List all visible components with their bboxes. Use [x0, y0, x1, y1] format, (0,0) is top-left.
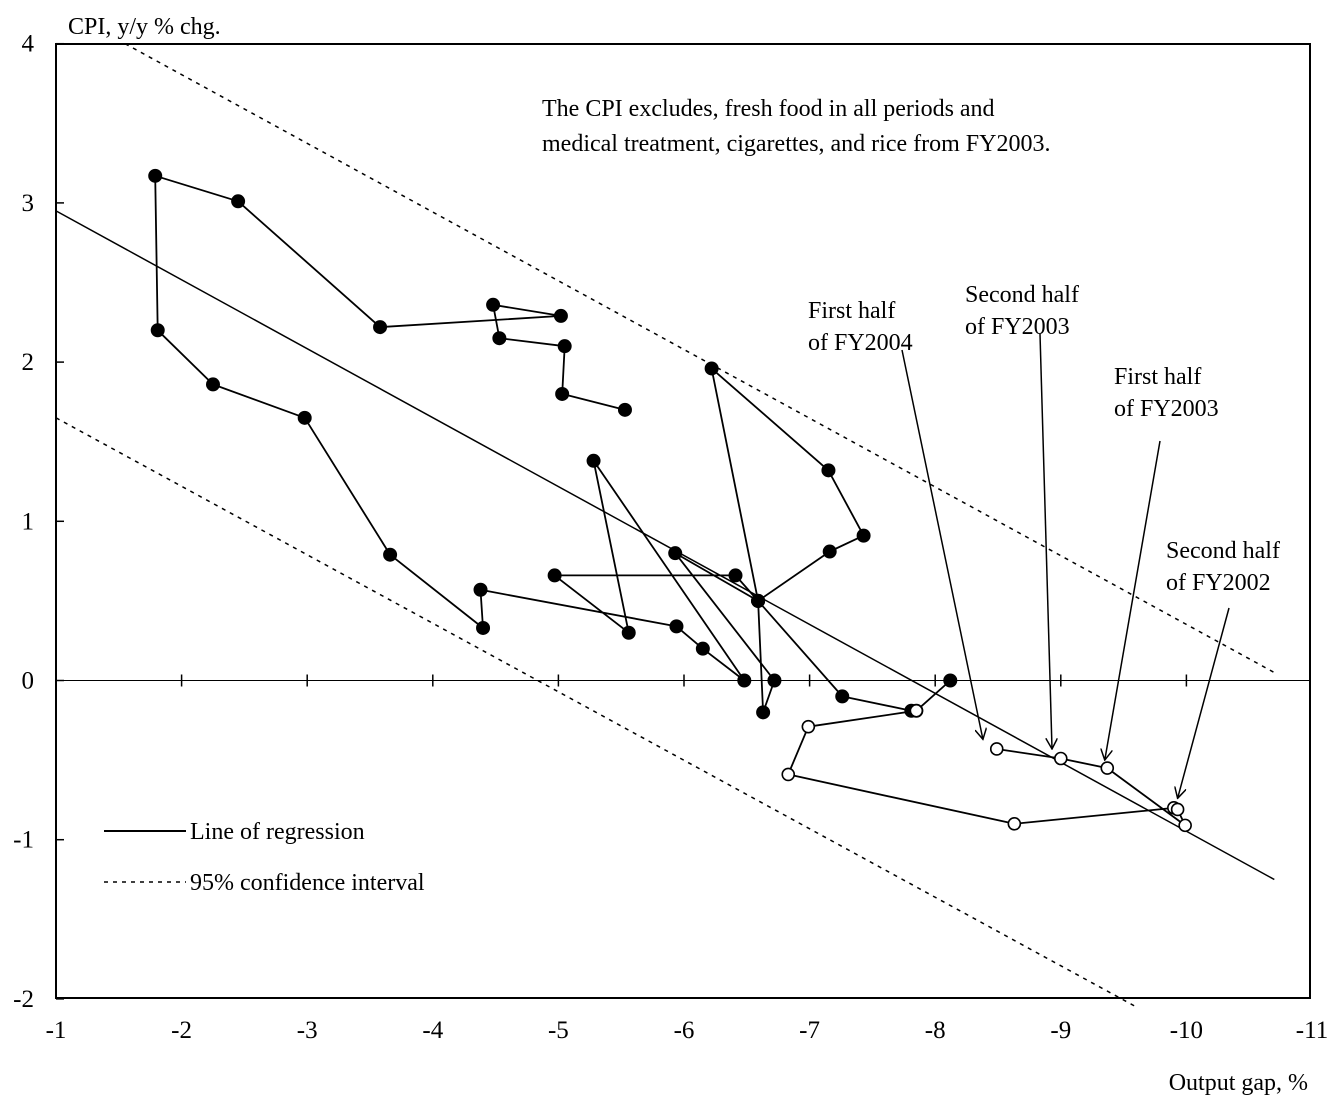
annotation-arrow: [1178, 607, 1230, 798]
data-point-filled: [206, 377, 220, 392]
y-tick-label: 3: [22, 190, 35, 217]
data-point-open: [1100, 761, 1115, 775]
confidence-lower-line: [55, 417, 1137, 1008]
x-tick-label: -9: [1050, 1017, 1071, 1044]
x-tick-label: -11: [1296, 1017, 1328, 1044]
y-axis-title: CPI, y/y % chg.: [68, 14, 221, 40]
data-point-filled: [822, 544, 837, 559]
data-point-filled: [621, 625, 636, 640]
x-tick-label: -6: [674, 1017, 695, 1044]
data-point-filled: [547, 568, 562, 583]
annotation-label: Second half: [965, 282, 1079, 308]
data-point-filled: [704, 361, 719, 376]
annotation-label: of FY2003: [1114, 396, 1219, 422]
data-point-open: [801, 719, 816, 734]
data-point-filled: [668, 546, 683, 561]
data-point-filled: [728, 568, 743, 583]
x-tick-label: -4: [422, 1017, 443, 1044]
x-tick-label: -5: [548, 1017, 569, 1044]
x-axis-title: Output gap, %: [1169, 1070, 1308, 1096]
data-point-open: [909, 703, 924, 718]
y-tick-label: -2: [13, 986, 34, 1013]
data-point-filled: [148, 168, 163, 183]
data-point-filled: [586, 453, 601, 468]
note-line: The CPI excludes, fresh food in all peri…: [542, 96, 995, 122]
data-point-filled: [150, 323, 165, 338]
data-point-filled: [695, 641, 710, 656]
data-point-filled: [553, 308, 568, 323]
data-point-open: [1054, 751, 1068, 766]
confidence-upper-line: [124, 43, 1275, 674]
data-point-filled: [373, 320, 388, 335]
data-point-filled: [617, 402, 632, 417]
data-point-filled: [492, 331, 507, 346]
annotation-label: Second half: [1166, 538, 1280, 564]
data-point-filled: [557, 339, 572, 354]
note-line: medical treatment, cigarettes, and rice …: [542, 131, 1050, 157]
data-point-open: [1170, 802, 1185, 817]
data-point-filled: [383, 547, 398, 562]
data-point-filled: [767, 673, 782, 688]
y-tick-label: -1: [13, 827, 34, 854]
data-point-filled: [669, 619, 684, 634]
annotation-label: of FY2002: [1166, 570, 1271, 596]
data-point-filled: [555, 386, 570, 401]
data-point-filled: [821, 463, 836, 478]
y-tick-label: 1: [22, 508, 35, 535]
annotation-arrow: [1039, 333, 1052, 749]
x-tick-label: -10: [1170, 1017, 1203, 1044]
data-point-filled: [737, 673, 752, 688]
data-point-filled: [856, 528, 871, 543]
x-tick-label: -7: [799, 1017, 820, 1044]
data-point-open: [1178, 818, 1192, 833]
data-point-open: [989, 742, 1004, 756]
y-tick-label: 4: [22, 31, 35, 58]
data-point-open: [781, 767, 796, 782]
x-tick-label: -2: [171, 1017, 192, 1044]
data-point-filled: [297, 410, 312, 425]
data-point-filled: [756, 705, 771, 720]
annotation-label: of FY2003: [965, 314, 1070, 340]
y-tick-label: 2: [22, 349, 35, 376]
y-tick-label: 0: [22, 668, 35, 695]
series-1-path: [154, 174, 951, 714]
annotation-label: First half: [808, 298, 895, 324]
y-axis-title-bg: [64, 10, 258, 40]
legend-confidence-label: 95% confidence interval: [190, 870, 425, 896]
data-point-filled: [231, 194, 246, 209]
data-point-filled: [476, 620, 491, 635]
annotation-label: First half: [1114, 364, 1201, 390]
plot-frame: [55, 43, 1311, 999]
annotation-arrow: [901, 349, 983, 739]
data-point-filled: [751, 593, 766, 608]
x-tick-label: -3: [297, 1017, 318, 1044]
data-point-filled: [473, 582, 488, 597]
annotation-arrow: [1105, 440, 1161, 760]
x-tick-label: -1: [46, 1017, 67, 1044]
series-2-path: [787, 709, 1186, 827]
data-point-open: [1007, 816, 1022, 831]
regression-line: [55, 210, 1275, 881]
data-point-filled: [943, 673, 958, 688]
data-point-filled: [835, 689, 850, 704]
x-tick-label: -8: [925, 1017, 946, 1044]
legend-regression-label: Line of regression: [190, 819, 365, 845]
data-point-filled: [486, 297, 501, 312]
annotation-label: of FY2004: [808, 330, 913, 356]
